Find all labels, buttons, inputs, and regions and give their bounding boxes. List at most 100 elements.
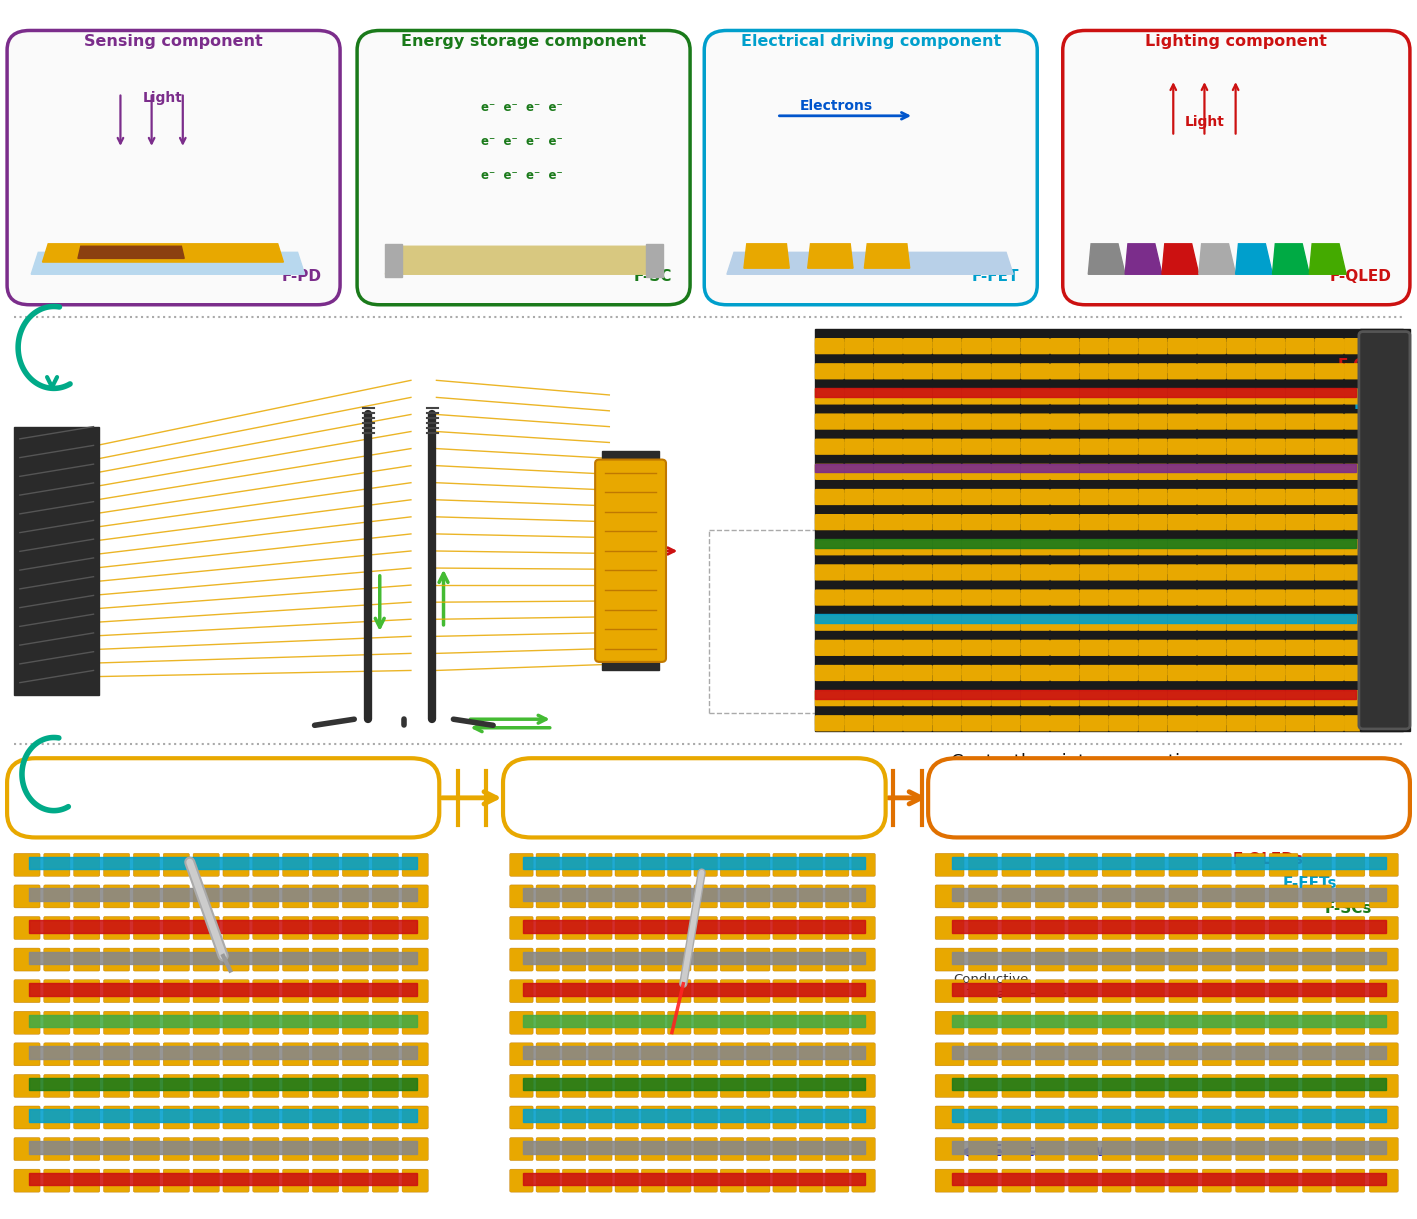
FancyBboxPatch shape	[503, 758, 886, 837]
FancyBboxPatch shape	[962, 614, 992, 631]
FancyBboxPatch shape	[1050, 363, 1080, 379]
FancyBboxPatch shape	[903, 564, 932, 580]
FancyBboxPatch shape	[1226, 539, 1255, 556]
FancyBboxPatch shape	[720, 1074, 744, 1097]
FancyBboxPatch shape	[1226, 640, 1255, 656]
Polygon shape	[78, 246, 184, 258]
FancyBboxPatch shape	[1169, 1169, 1197, 1192]
FancyBboxPatch shape	[1197, 413, 1226, 429]
FancyBboxPatch shape	[667, 853, 691, 876]
Polygon shape	[727, 252, 1013, 274]
FancyBboxPatch shape	[1236, 1106, 1264, 1129]
FancyBboxPatch shape	[1168, 640, 1197, 656]
FancyBboxPatch shape	[536, 885, 560, 908]
Bar	[952, 1141, 1386, 1153]
FancyBboxPatch shape	[992, 363, 1020, 379]
FancyBboxPatch shape	[74, 1137, 99, 1160]
Polygon shape	[1272, 244, 1309, 274]
FancyBboxPatch shape	[7, 758, 439, 837]
FancyBboxPatch shape	[969, 853, 998, 876]
FancyBboxPatch shape	[1285, 539, 1315, 556]
FancyBboxPatch shape	[1255, 640, 1285, 656]
FancyBboxPatch shape	[932, 413, 962, 429]
Polygon shape	[1125, 244, 1162, 274]
FancyBboxPatch shape	[536, 948, 560, 972]
FancyBboxPatch shape	[845, 539, 873, 556]
FancyBboxPatch shape	[962, 338, 992, 355]
FancyBboxPatch shape	[1315, 363, 1343, 379]
FancyBboxPatch shape	[1169, 917, 1197, 940]
FancyBboxPatch shape	[282, 1169, 309, 1192]
FancyBboxPatch shape	[826, 1012, 849, 1034]
FancyBboxPatch shape	[44, 885, 69, 908]
FancyBboxPatch shape	[852, 980, 876, 1003]
FancyBboxPatch shape	[1336, 853, 1365, 876]
FancyBboxPatch shape	[1315, 439, 1343, 455]
FancyBboxPatch shape	[193, 1074, 220, 1097]
FancyBboxPatch shape	[1080, 564, 1110, 580]
FancyBboxPatch shape	[1285, 640, 1315, 656]
FancyBboxPatch shape	[747, 885, 769, 908]
FancyBboxPatch shape	[14, 980, 40, 1003]
Bar	[952, 1173, 1386, 1185]
Bar	[510, 845, 879, 1192]
FancyBboxPatch shape	[1050, 640, 1080, 656]
FancyBboxPatch shape	[373, 980, 398, 1003]
FancyBboxPatch shape	[1135, 1106, 1165, 1129]
FancyBboxPatch shape	[1343, 363, 1373, 379]
Bar	[815, 644, 1356, 649]
FancyBboxPatch shape	[402, 1042, 428, 1065]
FancyBboxPatch shape	[962, 640, 992, 656]
FancyBboxPatch shape	[1020, 489, 1050, 505]
FancyBboxPatch shape	[815, 363, 845, 379]
FancyBboxPatch shape	[1203, 1137, 1231, 1160]
FancyBboxPatch shape	[799, 1137, 823, 1160]
Text: Contactless interconnection: Contactless interconnection	[951, 753, 1203, 772]
FancyBboxPatch shape	[1020, 564, 1050, 580]
FancyBboxPatch shape	[667, 917, 691, 940]
FancyBboxPatch shape	[845, 640, 873, 656]
FancyBboxPatch shape	[313, 1137, 339, 1160]
Polygon shape	[43, 244, 283, 262]
FancyBboxPatch shape	[1336, 980, 1365, 1003]
FancyBboxPatch shape	[969, 1169, 998, 1192]
FancyBboxPatch shape	[402, 917, 428, 940]
FancyBboxPatch shape	[1315, 338, 1343, 355]
FancyBboxPatch shape	[1336, 948, 1365, 972]
FancyBboxPatch shape	[1168, 489, 1197, 505]
Bar	[523, 889, 866, 901]
FancyBboxPatch shape	[1110, 413, 1138, 429]
FancyBboxPatch shape	[720, 1137, 744, 1160]
FancyBboxPatch shape	[932, 590, 962, 606]
FancyBboxPatch shape	[826, 1042, 849, 1065]
FancyBboxPatch shape	[313, 980, 339, 1003]
FancyBboxPatch shape	[903, 664, 932, 681]
Bar	[815, 367, 1356, 372]
FancyBboxPatch shape	[932, 690, 962, 706]
FancyBboxPatch shape	[14, 1012, 40, 1034]
Text: Light: Light	[1185, 115, 1224, 129]
FancyBboxPatch shape	[1020, 514, 1050, 530]
Bar	[815, 719, 1356, 724]
Polygon shape	[864, 244, 910, 268]
Bar	[602, 451, 659, 670]
FancyBboxPatch shape	[932, 389, 962, 405]
FancyBboxPatch shape	[563, 853, 585, 876]
FancyBboxPatch shape	[694, 1042, 717, 1065]
FancyBboxPatch shape	[1036, 885, 1064, 908]
FancyBboxPatch shape	[1138, 363, 1168, 379]
FancyBboxPatch shape	[1138, 389, 1168, 405]
Text: Sensing component: Sensing component	[84, 34, 264, 49]
FancyBboxPatch shape	[1020, 539, 1050, 556]
FancyBboxPatch shape	[1168, 338, 1197, 355]
FancyBboxPatch shape	[615, 853, 639, 876]
FancyBboxPatch shape	[873, 489, 903, 505]
FancyBboxPatch shape	[1255, 564, 1285, 580]
FancyBboxPatch shape	[44, 1106, 69, 1129]
FancyBboxPatch shape	[1315, 539, 1343, 556]
FancyBboxPatch shape	[772, 1012, 796, 1034]
FancyBboxPatch shape	[873, 463, 903, 480]
FancyBboxPatch shape	[103, 1074, 129, 1097]
FancyBboxPatch shape	[1359, 332, 1410, 729]
FancyBboxPatch shape	[193, 917, 220, 940]
